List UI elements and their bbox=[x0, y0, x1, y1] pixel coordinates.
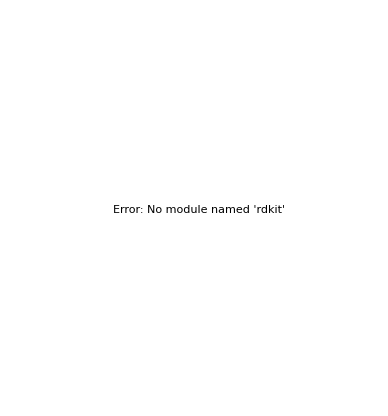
Text: Error: No module named 'rdkit': Error: No module named 'rdkit' bbox=[113, 205, 285, 215]
